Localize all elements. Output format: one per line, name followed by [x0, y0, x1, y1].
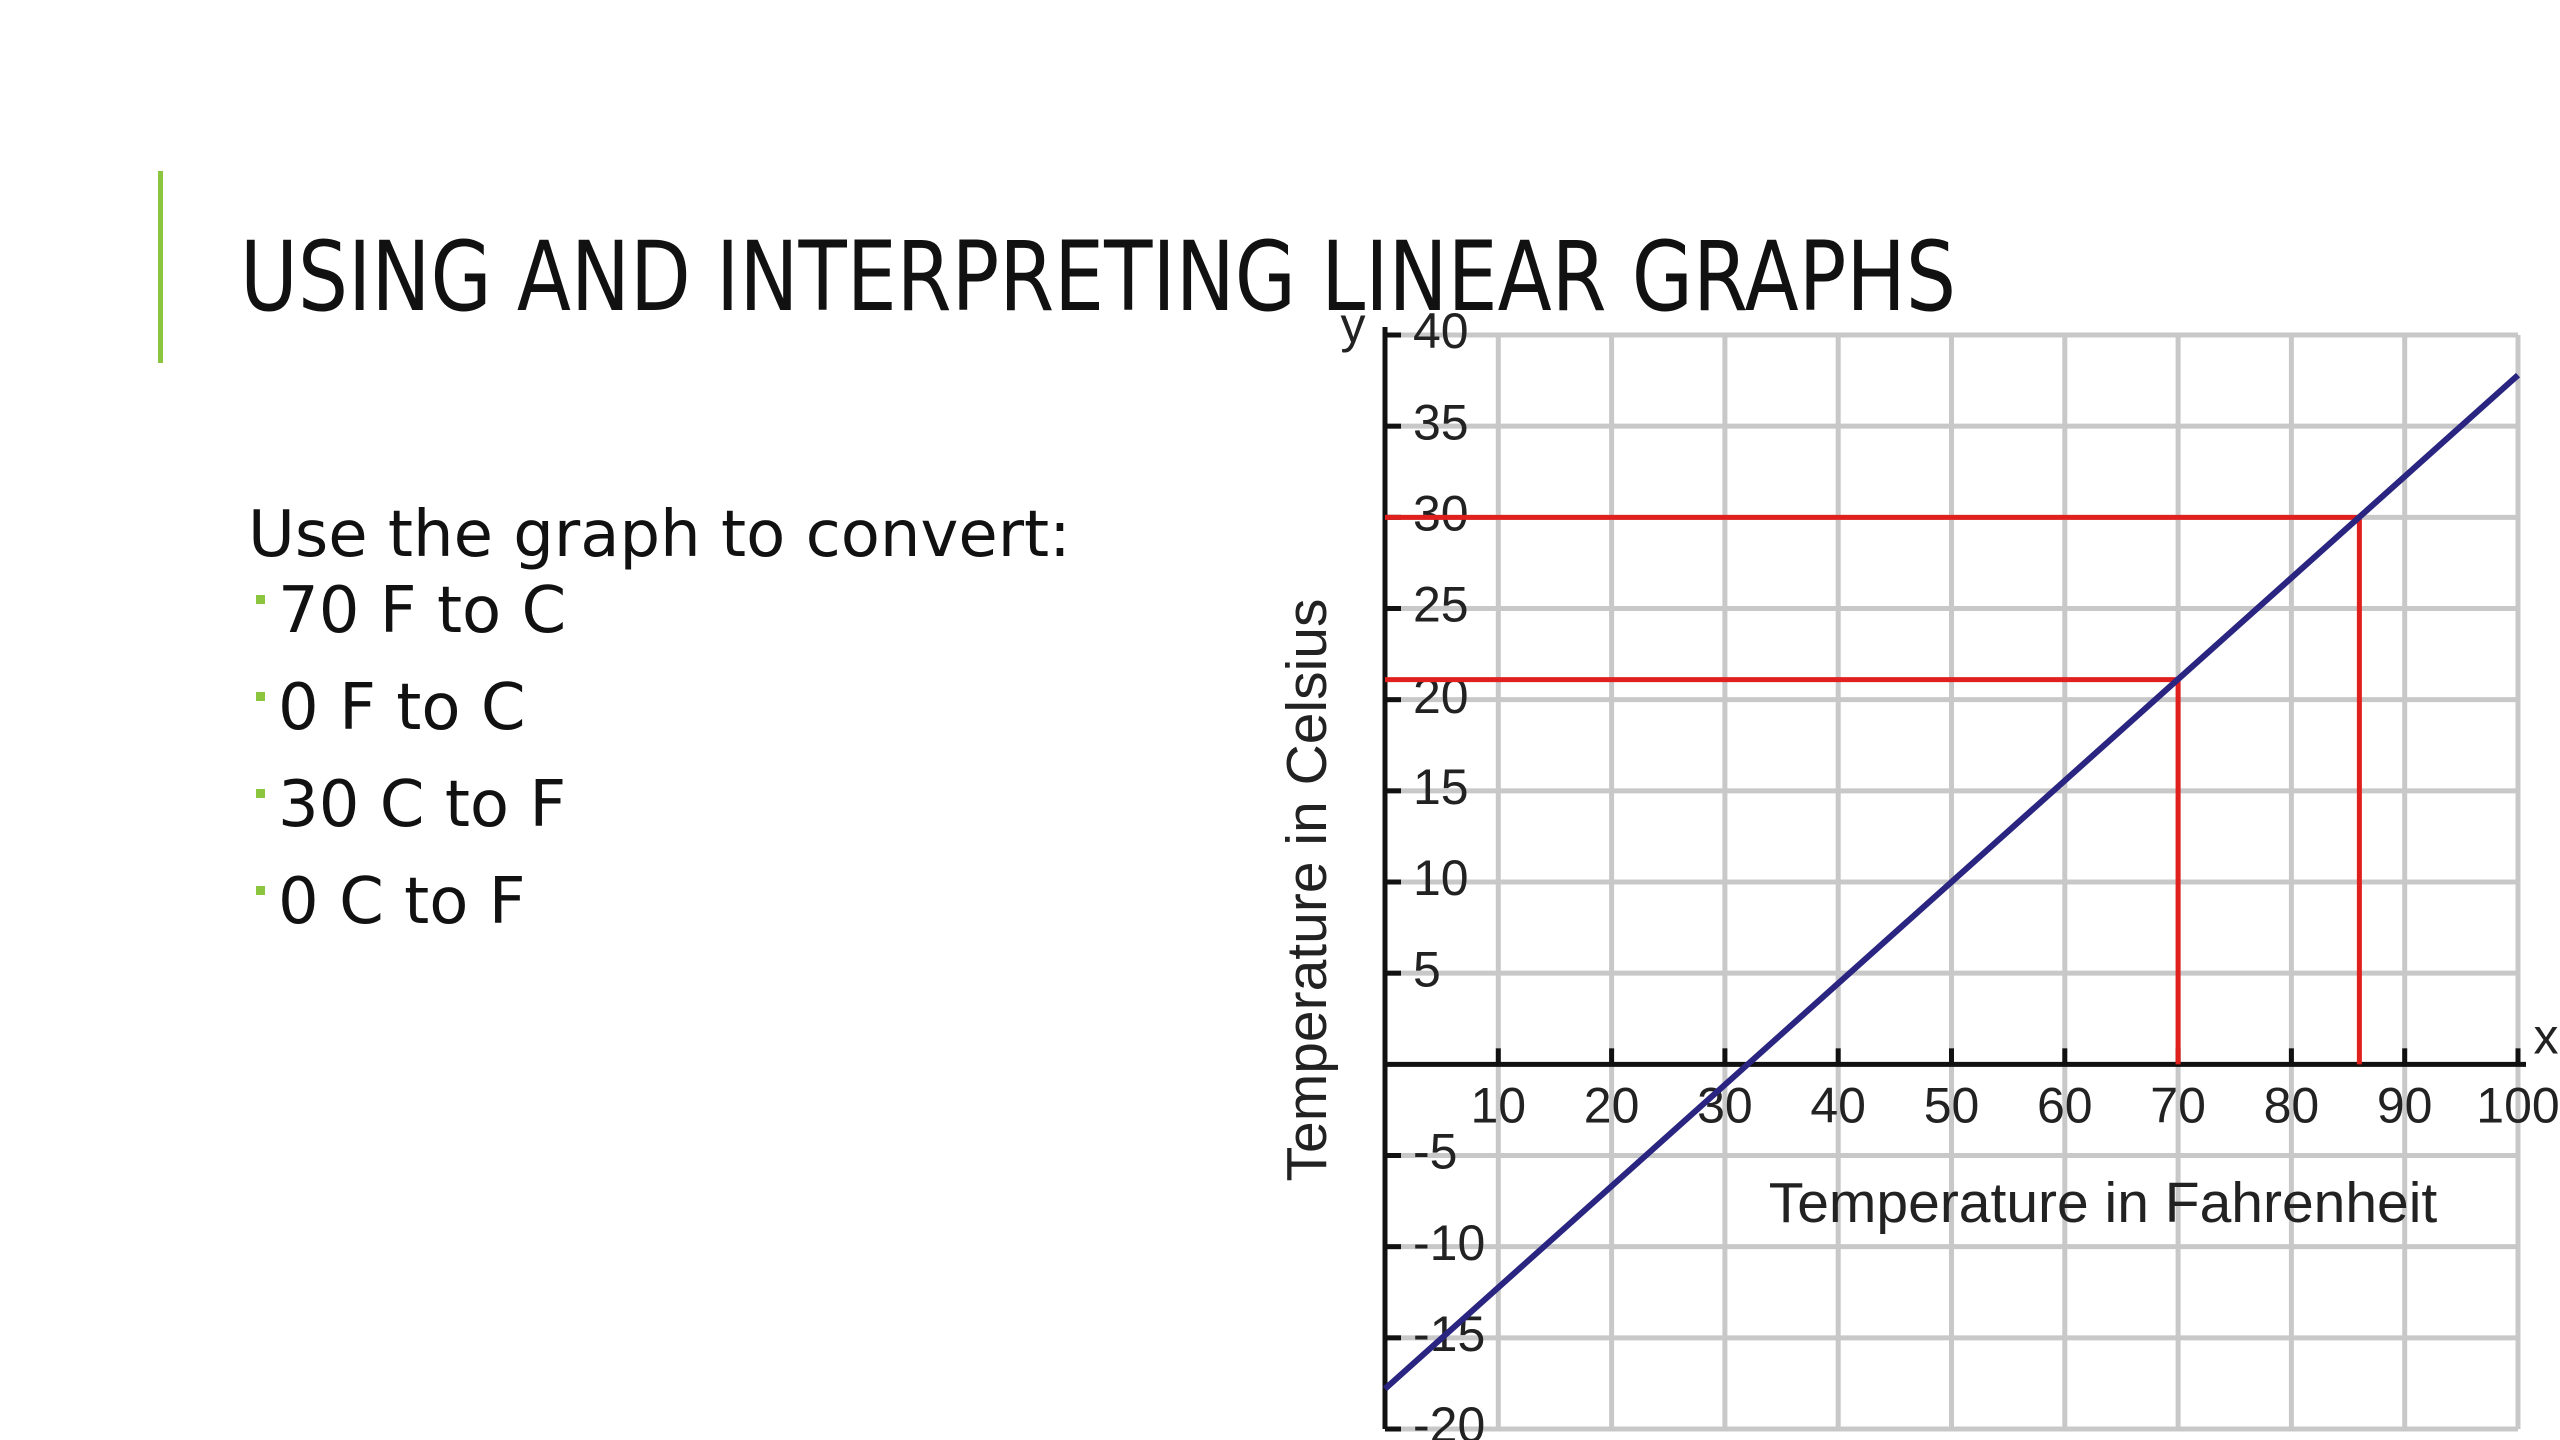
x-tick-label: 20 — [1584, 1078, 1640, 1134]
slide-title: USING AND INTERPRETING LINEAR GRAPHS — [240, 221, 1956, 333]
bullet-marker — [256, 789, 265, 798]
y-axis-name: y — [1341, 297, 1366, 353]
x-axis-title: Temperature in Fahrenheit — [1769, 1171, 2438, 1235]
bullet-marker — [256, 886, 265, 895]
bullet-marker — [256, 692, 265, 701]
y-tick-label: -10 — [1413, 1215, 1485, 1271]
y-tick-label: 10 — [1413, 850, 1469, 906]
x-axis-name: x — [2534, 1009, 2559, 1065]
y-tick-label: 30 — [1413, 486, 1469, 542]
x-tick-label: 10 — [1470, 1078, 1526, 1134]
bullet-text: 30 C to F — [278, 768, 566, 842]
bullet-text: 0 C to F — [278, 865, 526, 939]
y-tick-label: 5 — [1413, 941, 1441, 997]
bullet-text: 70 F to C — [278, 574, 566, 648]
y-tick-label: 15 — [1413, 759, 1469, 815]
y-axis-title: Temperature in Celsius — [1275, 599, 1339, 1182]
intro-text: Use the graph to convert: — [248, 498, 1071, 572]
y-tick-label: 35 — [1413, 394, 1469, 450]
y-tick-label: 25 — [1413, 577, 1469, 633]
conversion-line — [1382, 372, 2521, 1392]
x-tick-label: 40 — [1810, 1078, 1866, 1134]
x-tick-label: 90 — [2377, 1078, 2433, 1134]
y-tick-label: -20 — [1413, 1397, 1485, 1440]
accent-bar — [158, 171, 163, 363]
y-tick-label: -5 — [1413, 1124, 1457, 1180]
x-tick-label: 80 — [2264, 1078, 2320, 1134]
bullet-marker — [256, 595, 265, 604]
x-tick-label: 60 — [2037, 1078, 2093, 1134]
x-tick-label: 70 — [2150, 1078, 2206, 1134]
x-tick-label: 50 — [1924, 1078, 1980, 1134]
x-tick-label: 100 — [2476, 1078, 2559, 1134]
guide-line — [1385, 677, 2181, 1065]
y-tick-label: 40 — [1413, 303, 1469, 359]
bullet-text: 0 F to C — [278, 671, 526, 745]
chart: 10 20 30 40 50 60 70 80 90 100-20-15-10-551015202… — [1275, 297, 2560, 1440]
y-tick-label: 20 — [1413, 668, 1469, 724]
